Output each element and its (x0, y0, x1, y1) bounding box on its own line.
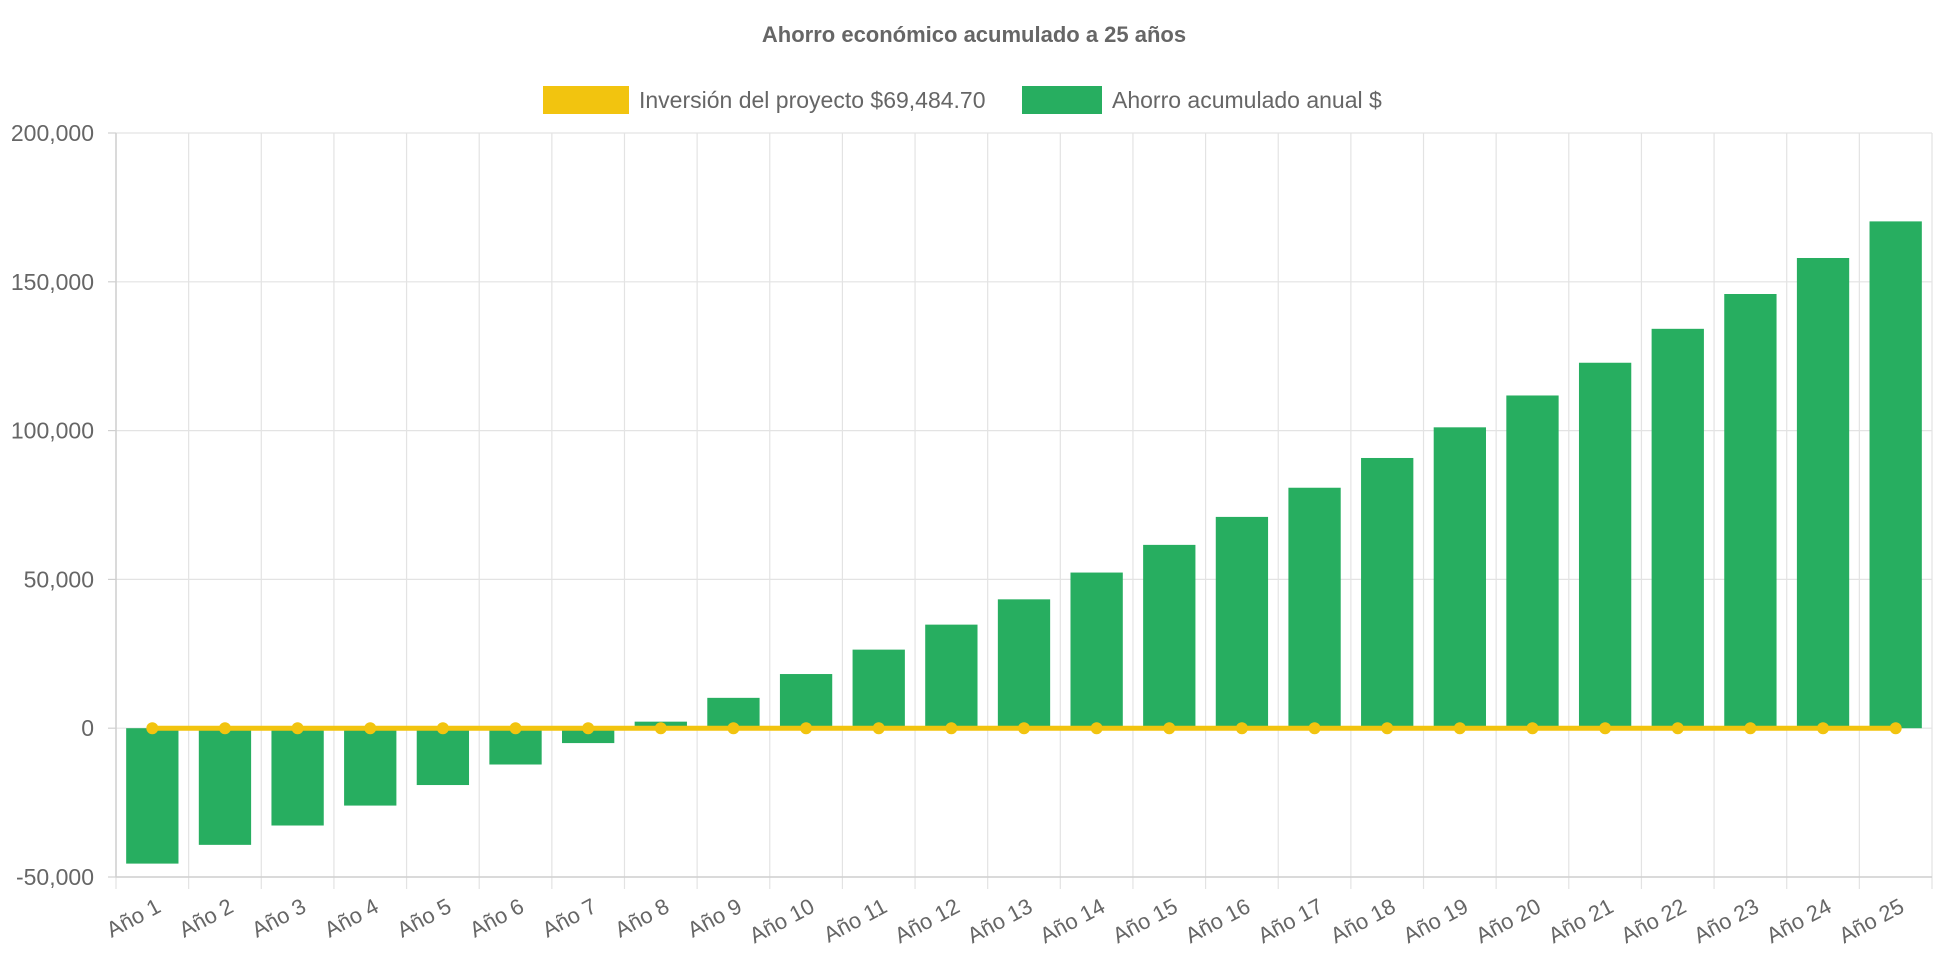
x-tick-label: Año 20 (1472, 893, 1545, 948)
line-point[interactable] (1744, 722, 1757, 735)
x-tick-label: Año 17 (1254, 893, 1327, 948)
legend-swatch (1022, 86, 1102, 114)
bar[interactable] (1796, 257, 1850, 729)
x-tick-label: Año 25 (1835, 893, 1908, 948)
bar[interactable] (416, 728, 470, 786)
x-tick-label: Año 1 (102, 893, 165, 942)
bar-series (126, 221, 1922, 864)
y-tick-label: 200,000 (11, 120, 94, 146)
bar[interactable] (271, 728, 324, 826)
legend-label: Ahorro acumulado anual $ (1112, 87, 1382, 113)
x-tick-label: Año 22 (1617, 893, 1690, 948)
bar[interactable] (1215, 516, 1269, 729)
x-tick-label: Año 16 (1181, 893, 1254, 948)
line-point[interactable] (218, 722, 231, 735)
bar[interactable] (1070, 572, 1123, 729)
bar[interactable] (1724, 294, 1777, 729)
bar[interactable] (126, 728, 179, 864)
line-point[interactable] (291, 722, 304, 735)
x-tick-label: Año 6 (465, 893, 528, 942)
line-point[interactable] (364, 722, 377, 735)
bar[interactable] (1288, 487, 1341, 729)
line-point[interactable] (436, 722, 449, 735)
bar[interactable] (1361, 457, 1414, 729)
y-tick-label: 100,000 (11, 418, 94, 444)
x-tick-label: Año 5 (393, 893, 456, 942)
line-point[interactable] (1599, 722, 1612, 735)
bar[interactable] (779, 674, 833, 729)
grid (115, 132, 1933, 889)
chart-title: Ahorro económico acumulado a 25 años (762, 22, 1186, 47)
bar[interactable] (852, 649, 905, 729)
line-point[interactable] (1526, 722, 1539, 735)
bar[interactable] (1869, 221, 1922, 729)
line-point[interactable] (727, 722, 740, 735)
line-point[interactable] (582, 722, 595, 735)
bar[interactable] (344, 728, 397, 806)
bar[interactable] (1651, 328, 1704, 729)
line-point[interactable] (1889, 722, 1902, 735)
y-axis: -50,000 0 50,000 100,000 150,000 200,000 (11, 120, 117, 890)
legend[interactable]: Inversión del proyecto $69,484.70 Ahorro … (543, 86, 1382, 114)
bar[interactable] (1143, 544, 1196, 729)
bar[interactable] (198, 728, 252, 845)
line-point[interactable] (800, 722, 813, 735)
x-tick-label: Año 19 (1399, 893, 1472, 948)
line-point[interactable] (1090, 722, 1103, 735)
x-tick-label: Año 12 (890, 893, 963, 948)
bar[interactable] (925, 624, 978, 729)
x-tick-label: Año 11 (819, 893, 891, 947)
line-point[interactable] (1308, 722, 1321, 735)
line-point[interactable] (1163, 722, 1176, 735)
bar[interactable] (562, 728, 615, 744)
bar[interactable] (1506, 395, 1559, 729)
line-point[interactable] (1817, 722, 1830, 735)
legend-label: Inversión del proyecto $69,484.70 (639, 87, 986, 113)
bar[interactable] (1578, 362, 1632, 729)
bar[interactable] (1433, 427, 1486, 729)
line-point[interactable] (509, 722, 522, 735)
x-tick-label: Año 7 (538, 893, 601, 942)
x-tick-label: Año 23 (1689, 893, 1762, 948)
line-point[interactable] (945, 722, 958, 735)
line-point[interactable] (1671, 722, 1684, 735)
x-tick-label: Año 21 (1544, 893, 1617, 948)
x-tick-label: Año 8 (611, 893, 674, 942)
line-point[interactable] (654, 722, 667, 735)
line-point[interactable] (146, 722, 159, 735)
y-tick-label: 50,000 (24, 566, 94, 592)
x-tick-label: Año 4 (320, 893, 383, 942)
legend-item[interactable]: Inversión del proyecto $69,484.70 (543, 86, 986, 114)
legend-item[interactable]: Ahorro acumulado anual $ (1022, 86, 1382, 114)
line-point[interactable] (1453, 722, 1466, 735)
line-point[interactable] (872, 722, 885, 735)
y-tick-label: -50,000 (16, 864, 94, 890)
x-tick-label: Año 13 (963, 893, 1036, 948)
x-tick-label: Año 10 (745, 893, 818, 948)
x-axis: Año 1 Año 2 Año 3 Año 4 Año 5 Año 6 Año 7 Año 8… (102, 876, 1932, 948)
line-point[interactable] (1018, 722, 1030, 735)
x-tick-label: Año 3 (247, 893, 310, 942)
line-series (146, 722, 1902, 735)
x-tick-label: Año 18 (1326, 893, 1399, 948)
x-tick-label: Año 9 (683, 893, 746, 942)
x-tick-label: Año 14 (1036, 893, 1109, 948)
bar[interactable] (997, 599, 1051, 729)
line-point[interactable] (1381, 722, 1394, 735)
line-point[interactable] (1235, 722, 1248, 735)
x-tick-label: Año 15 (1108, 893, 1181, 948)
bar[interactable] (489, 728, 542, 765)
x-tick-label: Año 24 (1762, 893, 1835, 948)
y-tick-label: 150,000 (11, 269, 94, 295)
x-tick-label: Año 2 (175, 893, 238, 942)
y-tick-label: 0 (81, 715, 94, 741)
legend-swatch (543, 86, 629, 114)
